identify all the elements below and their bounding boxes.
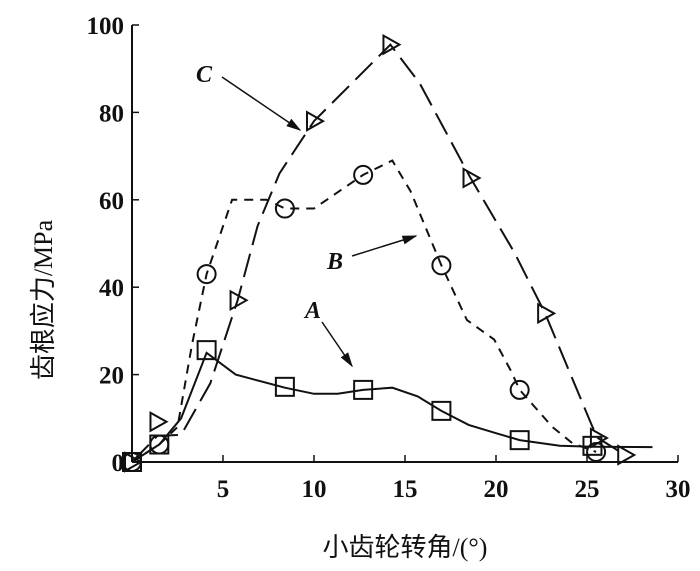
annotation-C-arrow [221,76,302,131]
data-point-square [509,430,530,451]
data-point-triangle [537,302,557,325]
data-point-circle [431,255,452,276]
y-tick-label: 20 [99,363,124,390]
x-tick-label: 30 [666,476,691,503]
x-axis-label: 小齿轮转角/(°) [323,533,488,562]
annotation-A-arrow [321,321,353,368]
x-tick-label: 15 [393,476,418,503]
series-B [122,159,607,472]
data-point-triangle [617,444,637,466]
annotation-C: C [196,62,213,88]
series-layer [122,33,653,473]
series-A [122,340,653,472]
series-C [124,33,637,473]
data-point-circle [353,164,374,185]
data-point-triangle [124,451,144,473]
series-A-line [131,351,653,463]
series-C-line [131,43,626,463]
x-tick-label: 5 [217,476,230,503]
annotation-A: A [303,298,321,324]
x-tick-label: 25 [575,476,600,503]
data-point-triangle [462,167,482,189]
data-point-triangle [229,289,249,312]
y-tick-label: 40 [99,275,124,302]
data-point-square [196,340,217,361]
data-point-square [431,400,452,421]
x-tick-label: 10 [302,476,327,503]
x-tick-label: 20 [484,476,509,503]
y-tick-label: 100 [87,13,125,40]
data-point-square [353,379,374,400]
y-tick-label: 60 [99,188,124,215]
annotation-B-arrow [351,235,418,257]
data-point-square [274,376,295,397]
y-tick-label: 80 [99,100,124,127]
data-point-triangle [306,110,326,132]
axes: 5 10 15 20 25 30 0 20 40 60 80 100 [87,13,691,503]
data-point-circle [274,198,295,219]
y-axis-label: 齿根应力/MPa [29,219,58,380]
series-B-line [131,159,597,463]
annotation-B: B [326,249,343,275]
annotations: A B C [196,62,418,368]
data-point-circle [509,379,530,400]
data-point-circle [196,264,217,285]
data-point-triangle [382,33,402,56]
data-point-triangle [589,427,609,449]
data-point-triangle [149,411,169,433]
y-tick-label: 0 [112,450,125,477]
